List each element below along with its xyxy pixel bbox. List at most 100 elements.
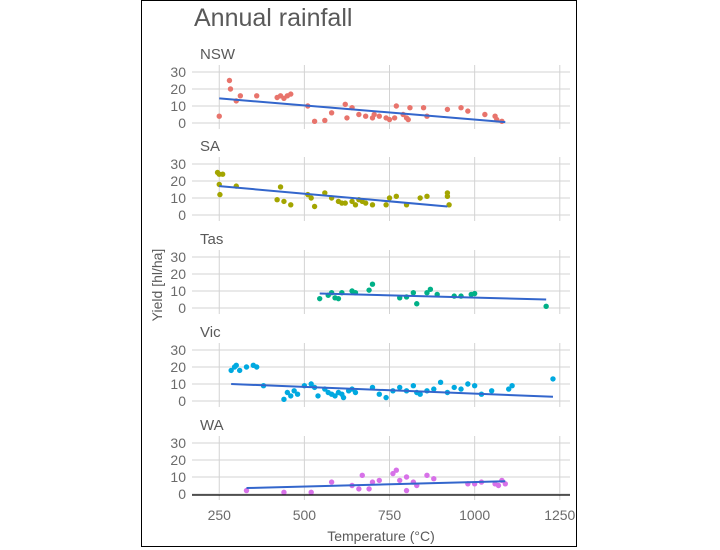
y-tick-label: 30 xyxy=(170,156,186,172)
data-point xyxy=(471,290,478,297)
trend-line-nsw xyxy=(219,97,506,124)
y-tick-label: 10 xyxy=(170,469,186,485)
data-point xyxy=(451,384,457,391)
data-point xyxy=(390,470,396,477)
data-point xyxy=(281,489,287,495)
y-tick-label: 0 xyxy=(178,207,186,223)
x-tick-label: 500 xyxy=(293,507,317,523)
data-point xyxy=(352,389,359,396)
data-point xyxy=(284,389,291,396)
data-point xyxy=(243,364,250,370)
data-point xyxy=(543,303,549,309)
y-tick-label: 20 xyxy=(170,81,186,97)
data-point xyxy=(228,367,234,374)
y-tick-label: 30 xyxy=(170,342,186,358)
data-point xyxy=(369,202,376,208)
y-tick-label: 20 xyxy=(170,359,186,375)
data-point xyxy=(288,393,294,399)
y-tick-label: 0 xyxy=(178,115,186,131)
data-point xyxy=(219,171,226,177)
data-point xyxy=(308,489,314,495)
y-tick-label: 20 xyxy=(170,452,186,468)
data-point xyxy=(356,111,362,118)
data-point xyxy=(397,477,403,484)
y-tick-label: 30 xyxy=(170,435,186,451)
data-point xyxy=(410,290,417,296)
y-tick-label: 10 xyxy=(170,283,186,299)
data-point xyxy=(281,198,287,205)
data-point xyxy=(328,479,335,485)
facet-label-vic: Vic xyxy=(200,324,221,341)
data-point xyxy=(317,295,323,302)
data-point xyxy=(410,383,417,389)
data-point xyxy=(254,93,260,99)
y-tick-label: 10 xyxy=(170,190,186,206)
data-point xyxy=(376,477,382,484)
data-point xyxy=(424,472,430,478)
facet-label-tas: Tas xyxy=(200,231,223,248)
data-point xyxy=(458,386,464,392)
data-point xyxy=(393,193,400,199)
data-point xyxy=(437,379,444,385)
data-point xyxy=(376,391,382,397)
data-point xyxy=(393,467,400,473)
data-point xyxy=(328,110,335,116)
data-point xyxy=(226,77,233,84)
data-point xyxy=(362,200,369,206)
x-tick-label: 1250 xyxy=(544,507,575,523)
data-point xyxy=(349,198,355,205)
data-point xyxy=(340,394,347,401)
data-point xyxy=(366,287,372,293)
data-point xyxy=(308,381,314,387)
data-point xyxy=(431,476,437,482)
trend-line-sa xyxy=(219,185,448,208)
data-point xyxy=(427,286,434,292)
data-point xyxy=(371,111,377,118)
data-point xyxy=(502,481,508,487)
x-axis-title: Temperature (°C) xyxy=(327,528,435,544)
facet-label-wa: WA xyxy=(200,417,224,434)
data-point xyxy=(352,202,359,208)
data-point xyxy=(308,195,314,201)
data-point xyxy=(277,184,284,190)
data-point xyxy=(444,193,451,199)
data-point xyxy=(344,115,350,121)
data-point xyxy=(383,202,389,208)
y-tick-label: 10 xyxy=(170,376,186,392)
data-point xyxy=(315,393,321,399)
data-point xyxy=(482,111,488,118)
data-point xyxy=(417,195,423,201)
data-point xyxy=(391,115,398,121)
data-point xyxy=(444,106,451,113)
x-tick-label: 1000 xyxy=(459,507,490,523)
data-point xyxy=(311,118,318,125)
data-point xyxy=(403,474,410,480)
y-tick-label: 10 xyxy=(170,98,186,114)
data-point xyxy=(236,367,243,374)
data-point xyxy=(465,381,471,387)
data-point xyxy=(233,362,239,368)
data-point xyxy=(217,191,223,198)
y-tick-label: 0 xyxy=(178,393,186,409)
data-point xyxy=(506,386,512,392)
y-tick-label: 20 xyxy=(170,173,186,189)
data-point xyxy=(359,472,365,478)
data-point xyxy=(446,202,452,208)
data-point xyxy=(227,86,234,92)
data-point xyxy=(369,479,376,485)
data-point xyxy=(237,93,244,99)
data-point xyxy=(274,197,280,203)
data-point xyxy=(386,116,393,123)
data-point xyxy=(243,487,250,494)
data-point xyxy=(431,386,437,392)
data-point xyxy=(342,200,348,206)
chart-title: Annual rainfall xyxy=(194,4,353,32)
data-point xyxy=(294,391,301,397)
data-point xyxy=(393,103,400,109)
data-point xyxy=(414,301,420,307)
y-tick-label: 0 xyxy=(178,300,186,316)
data-point xyxy=(366,486,372,492)
data-point xyxy=(288,202,294,208)
data-point xyxy=(383,394,389,401)
